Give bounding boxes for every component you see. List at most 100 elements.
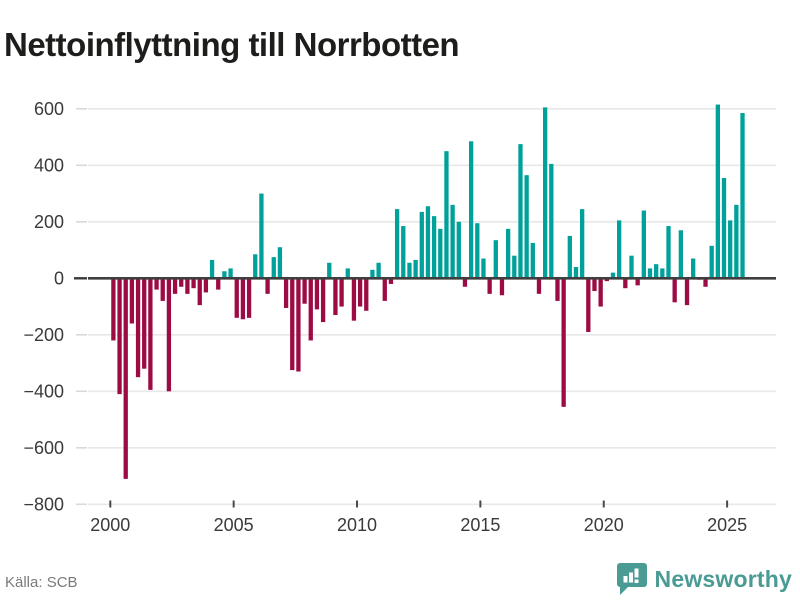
bar-2021Q4 (647, 268, 653, 279)
bar-2022Q1 (654, 264, 659, 279)
bar-2019Q4 (598, 278, 603, 307)
bar-2012Q3 (419, 211, 424, 279)
bar-2014Q4 (475, 223, 480, 279)
x-tick-label-2010: 2010 (337, 515, 377, 535)
bar-2021Q2 (635, 278, 640, 286)
bar-2001Q3 (148, 278, 153, 390)
bar-2000Q4 (129, 278, 135, 324)
bar-2025Q2 (734, 204, 739, 279)
bar-2025Q1 (728, 220, 733, 279)
bar-chart-speech-bubble-icon (616, 563, 647, 595)
bar-2025Q3 (740, 113, 745, 279)
bar-2019Q3 (592, 278, 597, 292)
bar-2011Q2 (388, 278, 394, 284)
bar-2009Q1 (333, 278, 338, 316)
bar-2002Q3 (172, 278, 178, 294)
bar-2019Q1 (580, 209, 585, 279)
bar-2004Q4 (228, 268, 233, 279)
bar-2004Q2 (216, 278, 221, 290)
y-tick-label--600: −600 (23, 438, 64, 458)
bar-2016Q3 (518, 144, 523, 279)
bar-2004Q1 (209, 259, 215, 279)
bar-2000Q2 (117, 278, 122, 395)
bar-2002Q4 (179, 278, 184, 287)
bar-2013Q1 (431, 216, 437, 279)
bar-2020Q4 (623, 278, 628, 289)
bar-2012Q1 (407, 262, 412, 279)
bar-2009Q4 (351, 278, 357, 321)
bar-2003Q2 (191, 278, 196, 289)
bar-2012Q4 (425, 206, 431, 279)
newsworthy-brand: Newsworthy (616, 562, 792, 596)
bar-2017Q2 (536, 278, 542, 294)
page-title: Nettoinflyttning till Norrbotten (4, 26, 460, 64)
bar-2005Q1 (234, 278, 239, 318)
bar-2019Q2 (586, 278, 591, 332)
bar-2008Q2 (314, 278, 320, 310)
bar-2020Q2 (610, 272, 616, 279)
bar-2016Q1 (505, 228, 511, 279)
bar-2015Q1 (481, 258, 486, 279)
bar-2005Q3 (246, 278, 252, 318)
bar-2000Q1 (111, 278, 116, 341)
x-tick-label-2025: 2025 (707, 515, 747, 535)
bar-2012Q2 (413, 259, 418, 279)
bar-2021Q3 (641, 210, 646, 279)
bar-2010Q3 (370, 269, 375, 279)
bar-2009Q3 (345, 268, 350, 279)
bar-2008Q4 (327, 262, 332, 279)
bar-2014Q2 (462, 278, 468, 287)
bar-2017Q4 (549, 163, 554, 279)
bar-2006Q1 (259, 193, 264, 279)
bar-2002Q1 (160, 278, 165, 301)
x-tick-label-2020: 2020 (584, 515, 624, 535)
bar-2000Q3 (123, 278, 128, 479)
bar-2007Q3 (296, 278, 301, 372)
bar-2022Q4 (672, 278, 677, 303)
y-tick-label-0: 0 (54, 268, 64, 288)
x-tick-label-2000: 2000 (90, 515, 130, 535)
brand-name: Newsworthy (654, 565, 792, 592)
bar-2007Q4 (302, 278, 307, 304)
bar-2008Q1 (308, 278, 313, 341)
bar-2023Q1 (678, 230, 683, 279)
bar-2024Q4 (721, 178, 727, 279)
bar-2023Q3 (691, 258, 696, 279)
bar-2006Q2 (265, 278, 270, 294)
y-tick-label-400: 400 (34, 155, 64, 175)
bar-2017Q3 (542, 107, 548, 279)
source-note: Källa: SCB (5, 574, 78, 591)
bar-2011Q3 (394, 209, 400, 279)
bar-2014Q1 (456, 221, 461, 279)
bar-2013Q3 (444, 151, 449, 279)
bar-2001Q4 (154, 278, 159, 290)
bar-2016Q4 (524, 175, 529, 279)
bar-2020Q3 (617, 220, 622, 279)
bar-2005Q4 (253, 254, 258, 279)
bar-2015Q4 (499, 278, 505, 296)
bar-2009Q2 (339, 278, 344, 307)
bar-2004Q3 (222, 271, 227, 279)
x-tick-label-2005: 2005 (214, 515, 254, 535)
bar-2010Q2 (364, 278, 369, 311)
bar-2018Q4 (573, 267, 579, 279)
bar-2014Q3 (468, 141, 474, 279)
bar-2018Q1 (555, 278, 560, 301)
bar-2021Q1 (629, 255, 634, 279)
bar-2024Q3 (715, 104, 720, 279)
bar-2001Q2 (142, 278, 147, 369)
bar-2015Q2 (487, 278, 492, 294)
bar-2003Q3 (197, 278, 202, 306)
bar-2007Q1 (283, 278, 289, 308)
bar-2001Q1 (135, 278, 141, 378)
bar-2005Q2 (240, 278, 246, 320)
x-tick-label-2015: 2015 (460, 515, 500, 535)
bar-2006Q3 (271, 257, 276, 279)
y-tick-label-600: 600 (34, 99, 64, 119)
bar-2016Q2 (512, 255, 517, 279)
bar-2011Q1 (382, 278, 387, 301)
bar-2024Q1 (703, 278, 708, 287)
bar-2006Q4 (277, 247, 283, 279)
bar-2020Q1 (604, 278, 609, 282)
